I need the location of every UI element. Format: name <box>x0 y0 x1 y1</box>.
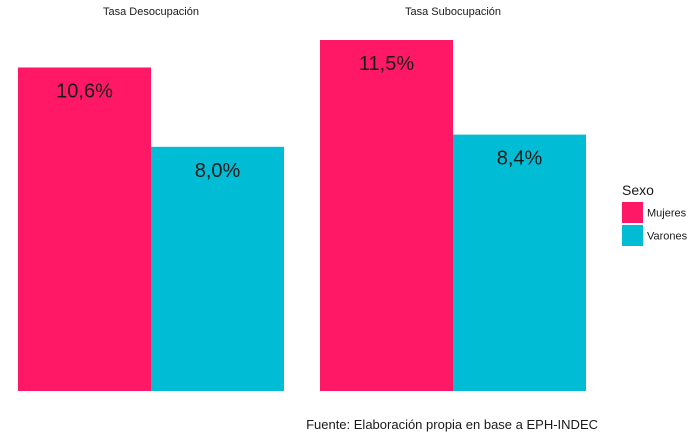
bar-mujeres <box>320 40 453 391</box>
bar-value-label: 10,6% <box>56 80 113 102</box>
legend: Sexo Mujeres Varones <box>622 182 688 246</box>
legend-key <box>622 225 643 246</box>
bar-value-label: 11,5% <box>359 53 414 75</box>
legend-title: Sexo <box>622 182 654 198</box>
legend-item-mujeres: Mujeres <box>622 202 687 223</box>
legend-item-varones: Varones <box>622 225 688 246</box>
bar-mujeres <box>18 67 151 391</box>
facet-panel-1: Tasa Desocupación 10,6% 8,0% <box>18 6 284 391</box>
bar-varones <box>453 134 586 392</box>
plot-area: Tasa Desocupación 10,6% 8,0% Tasa Subocupac… <box>18 6 586 392</box>
bar-value-label: 8,4% <box>497 148 543 170</box>
legend-label: Varones <box>647 231 688 243</box>
legend-key <box>622 202 643 223</box>
bar-varones <box>151 146 284 391</box>
facet-title: Tasa Desocupación <box>103 6 199 18</box>
chart-caption: Fuente: Elaboración propia en base a EPH… <box>306 417 598 432</box>
facet-title: Tasa Subocupación <box>405 6 501 18</box>
legend-label: Mujeres <box>647 208 687 220</box>
bar-value-label: 8,0% <box>195 160 241 182</box>
facet-panel-2: Tasa Subocupación 11,5% 8,4% <box>320 6 586 392</box>
